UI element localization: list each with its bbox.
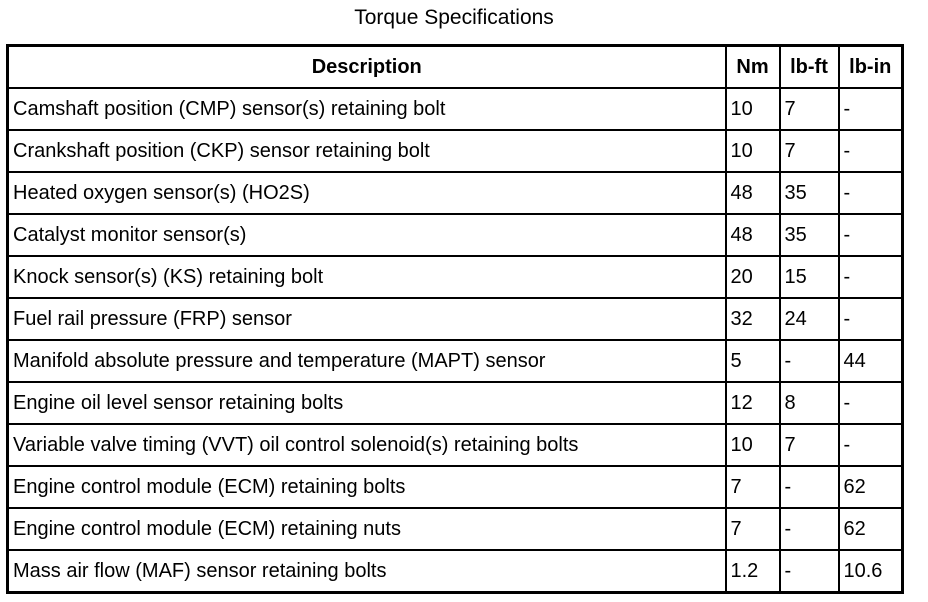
table-row: Heated oxygen sensor(s) (HO2S) 48 35 - xyxy=(6,171,904,215)
cell-nm: 32 xyxy=(724,297,781,341)
cell-lb-in: 62 xyxy=(837,507,904,551)
cell-lb-ft: - xyxy=(778,507,840,551)
cell-lb-ft: 35 xyxy=(778,213,840,257)
cell-lb-ft: 7 xyxy=(778,87,840,131)
cell-nm: 20 xyxy=(724,255,781,299)
cell-description: Variable valve timing (VVT) oil control … xyxy=(6,423,727,467)
header-lb-ft: lb-ft xyxy=(778,44,840,89)
cell-nm: 10 xyxy=(724,129,781,173)
cell-description: Engine control module (ECM) retaining bo… xyxy=(6,465,727,509)
cell-lb-in: 10.6 xyxy=(837,549,904,594)
cell-lb-ft: 7 xyxy=(778,423,840,467)
header-row: Description Nm lb-ft lb-in xyxy=(6,44,904,89)
cell-lb-ft: 8 xyxy=(778,381,840,425)
cell-description: Engine control module (ECM) retaining nu… xyxy=(6,507,727,551)
cell-lb-in: 62 xyxy=(837,465,904,509)
cell-lb-in: - xyxy=(837,129,904,173)
cell-nm: 10 xyxy=(724,87,781,131)
cell-description: Crankshaft position (CKP) sensor retaini… xyxy=(6,129,727,173)
table-header: Description Nm lb-ft lb-in xyxy=(6,44,904,89)
header-lb-in: lb-in xyxy=(837,44,904,89)
cell-lb-in: - xyxy=(837,423,904,467)
cell-nm: 10 xyxy=(724,423,781,467)
cell-description: Camshaft position (CMP) sensor(s) retain… xyxy=(6,87,727,131)
header-description: Description xyxy=(6,44,727,89)
table-row: Crankshaft position (CKP) sensor retaini… xyxy=(6,129,904,173)
cell-description: Mass air flow (MAF) sensor retaining bol… xyxy=(6,549,727,594)
cell-nm: 1.2 xyxy=(724,549,781,594)
cell-lb-in: - xyxy=(837,255,904,299)
table-row: Mass air flow (MAF) sensor retaining bol… xyxy=(6,549,904,594)
cell-lb-ft: 24 xyxy=(778,297,840,341)
table-row: Camshaft position (CMP) sensor(s) retain… xyxy=(6,87,904,131)
table-row: Catalyst monitor sensor(s) 48 35 - xyxy=(6,213,904,257)
cell-description: Catalyst monitor sensor(s) xyxy=(6,213,727,257)
cell-lb-ft: - xyxy=(778,339,840,383)
cell-nm: 48 xyxy=(724,171,781,215)
cell-description: Engine oil level sensor retaining bolts xyxy=(6,381,727,425)
cell-description: Manifold absolute pressure and temperatu… xyxy=(6,339,727,383)
cell-lb-ft: - xyxy=(778,549,840,594)
cell-description: Heated oxygen sensor(s) (HO2S) xyxy=(6,171,727,215)
cell-description: Knock sensor(s) (KS) retaining bolt xyxy=(6,255,727,299)
table-body: Camshaft position (CMP) sensor(s) retain… xyxy=(6,87,904,594)
cell-lb-ft: 15 xyxy=(778,255,840,299)
cell-lb-in: - xyxy=(837,213,904,257)
cell-description: Fuel rail pressure (FRP) sensor xyxy=(6,297,727,341)
cell-lb-ft: 7 xyxy=(778,129,840,173)
cell-nm: 5 xyxy=(724,339,781,383)
page-title: Torque Specifications xyxy=(354,6,554,29)
cell-lb-in: - xyxy=(837,297,904,341)
torque-specifications-table: Description Nm lb-ft lb-in Camshaft posi… xyxy=(6,44,904,594)
cell-lb-in: - xyxy=(837,87,904,131)
cell-lb-in: - xyxy=(837,381,904,425)
cell-lb-in: - xyxy=(837,171,904,215)
table-row: Variable valve timing (VVT) oil control … xyxy=(6,423,904,467)
header-nm: Nm xyxy=(724,44,781,89)
table-row: Engine control module (ECM) retaining bo… xyxy=(6,465,904,509)
cell-lb-ft: 35 xyxy=(778,171,840,215)
cell-lb-in: 44 xyxy=(837,339,904,383)
cell-nm: 48 xyxy=(724,213,781,257)
cell-nm: 7 xyxy=(724,465,781,509)
cell-lb-ft: - xyxy=(778,465,840,509)
table-row: Manifold absolute pressure and temperatu… xyxy=(6,339,904,383)
table-row: Engine oil level sensor retaining bolts … xyxy=(6,381,904,425)
table-row: Fuel rail pressure (FRP) sensor 32 24 - xyxy=(6,297,904,341)
table-row: Engine control module (ECM) retaining nu… xyxy=(6,507,904,551)
cell-nm: 12 xyxy=(724,381,781,425)
cell-nm: 7 xyxy=(724,507,781,551)
table-row: Knock sensor(s) (KS) retaining bolt 20 1… xyxy=(6,255,904,299)
